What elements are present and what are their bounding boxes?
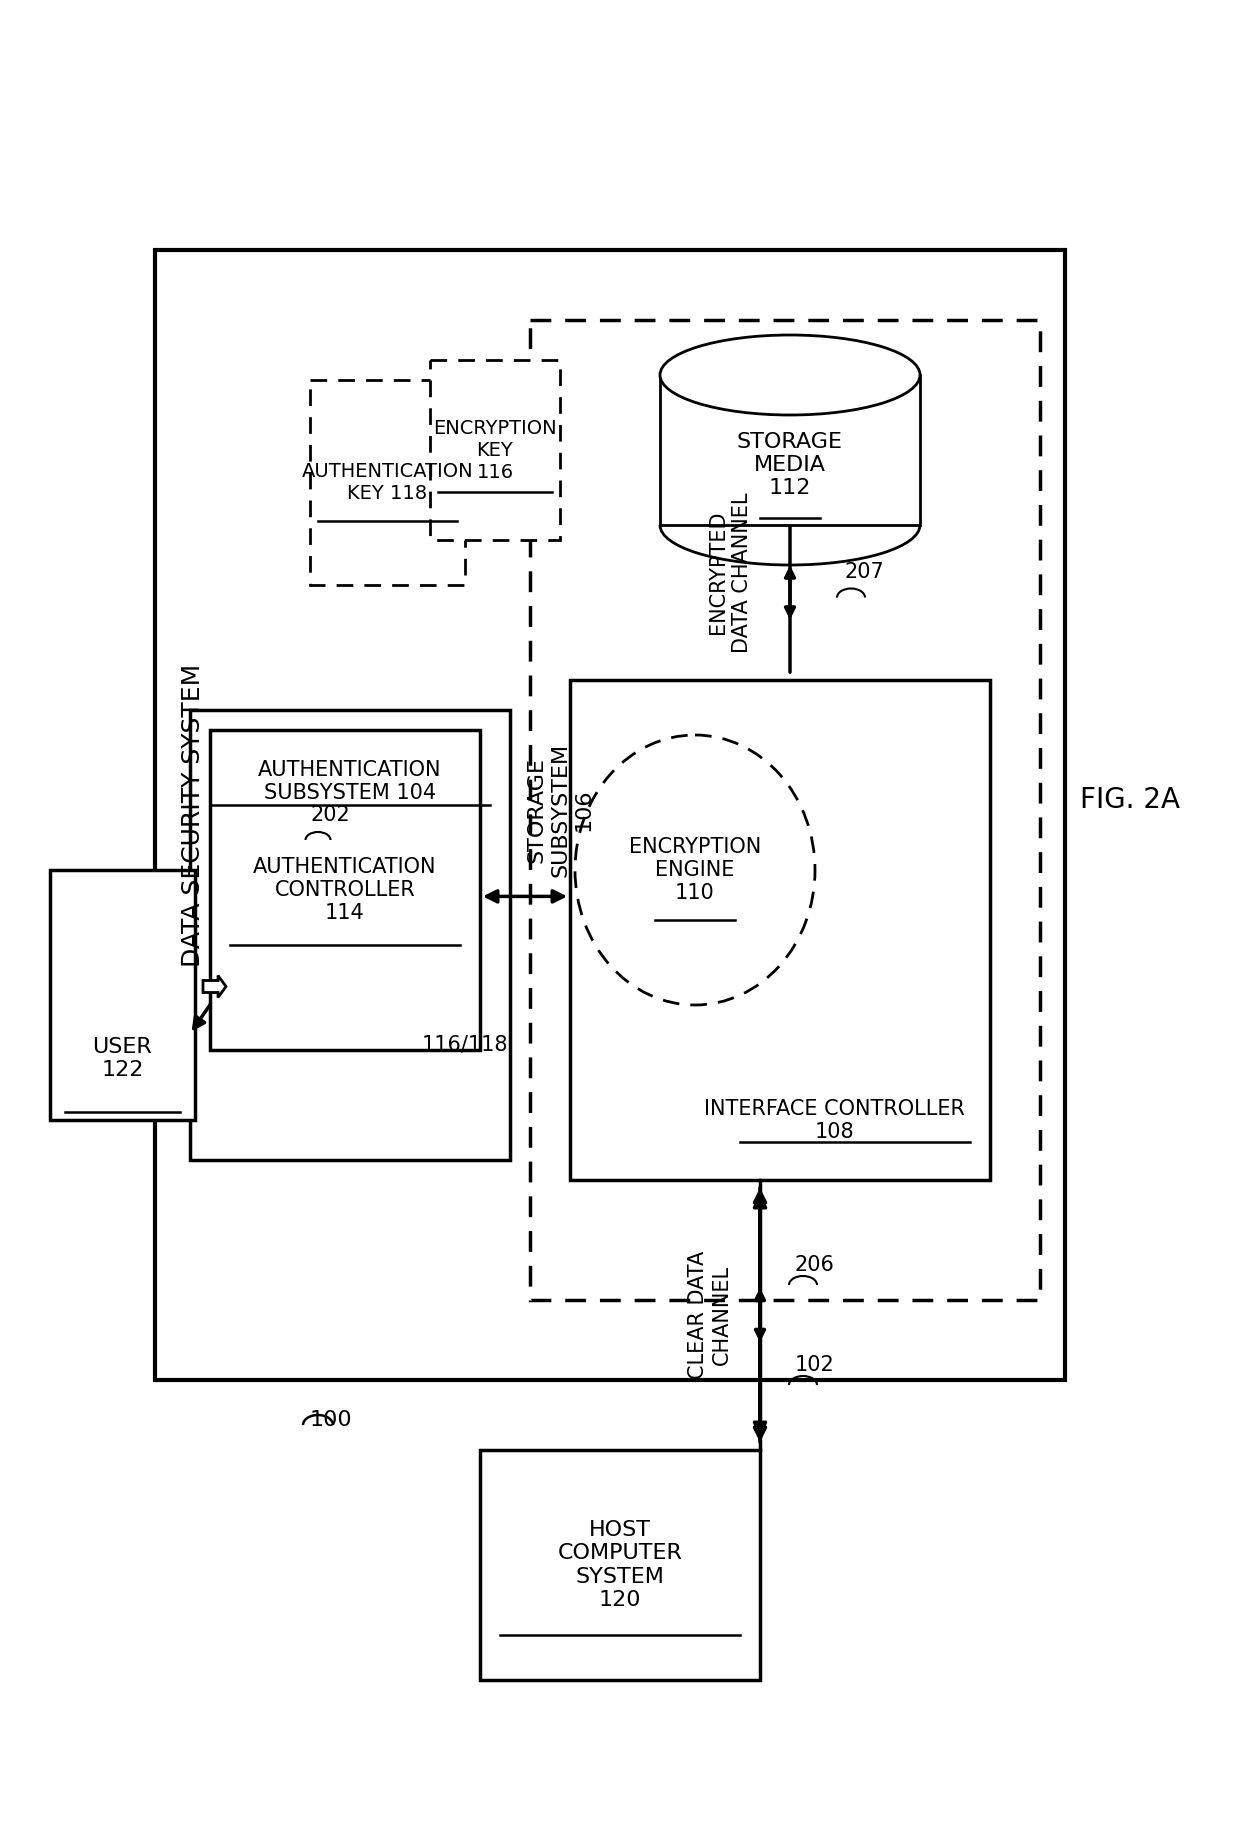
Text: 207: 207 (844, 562, 885, 583)
Text: DATA SECURITY SYSTEM: DATA SECURITY SYSTEM (181, 664, 205, 967)
Text: FIG. 2A: FIG. 2A (1080, 787, 1180, 814)
Text: ENCRYPTED
DATA CHANNEL: ENCRYPTED DATA CHANNEL (708, 493, 751, 652)
Text: HOST
COMPUTER
SYSTEM
120: HOST COMPUTER SYSTEM 120 (558, 1520, 682, 1610)
Bar (570, 680, 990, 1180)
Bar (480, 1450, 760, 1680)
Bar (190, 709, 510, 1160)
Bar (430, 360, 560, 540)
Text: AUTHENTICATION
CONTROLLER
114: AUTHENTICATION CONTROLLER 114 (253, 857, 436, 923)
Text: 116/118: 116/118 (422, 1035, 508, 1055)
Bar (50, 869, 195, 1119)
Text: STORAGE
MEDIA
112: STORAGE MEDIA 112 (737, 432, 843, 498)
Text: AUTHENTICATION
KEY 118: AUTHENTICATION KEY 118 (301, 461, 474, 504)
Text: USER
122: USER 122 (93, 1037, 153, 1081)
Text: 100: 100 (310, 1410, 352, 1430)
Bar (660, 375, 920, 526)
Bar (155, 250, 1065, 1380)
Bar (529, 320, 1040, 1299)
Text: 206: 206 (795, 1255, 835, 1276)
Text: STORAGE
SUBSYSTEM
106: STORAGE SUBSYSTEM 106 (527, 743, 593, 877)
Polygon shape (203, 976, 226, 998)
Text: CLEAR DATA
CHANNEL: CLEAR DATA CHANNEL (688, 1252, 732, 1378)
Text: INTERFACE CONTROLLER
108: INTERFACE CONTROLLER 108 (704, 1099, 965, 1141)
Text: 202: 202 (310, 805, 350, 825)
Bar (310, 380, 465, 584)
Bar (210, 730, 480, 1049)
Text: ENCRYPTION
KEY
116: ENCRYPTION KEY 116 (433, 419, 557, 482)
Text: ENCRYPTION
ENGINE
110: ENCRYPTION ENGINE 110 (629, 836, 761, 902)
Ellipse shape (660, 335, 920, 415)
Ellipse shape (575, 735, 815, 1005)
Text: 102: 102 (795, 1355, 835, 1375)
Text: AUTHENTICATION
SUBSYSTEM 104: AUTHENTICATION SUBSYSTEM 104 (258, 759, 441, 803)
